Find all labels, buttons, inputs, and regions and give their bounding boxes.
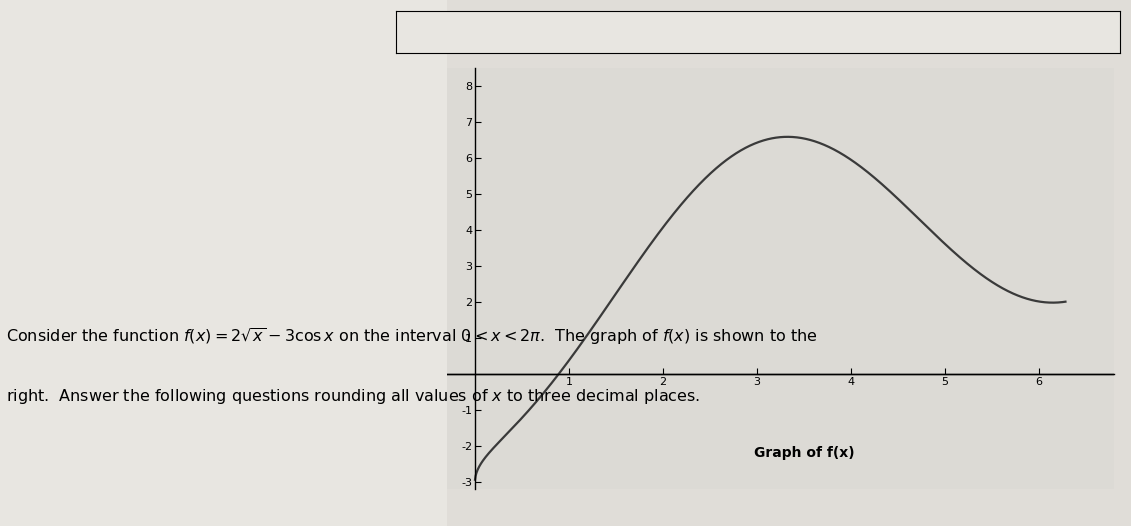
Text: right.  Answer the following questions rounding all values of $x$ to three decim: right. Answer the following questions ro… <box>6 387 700 406</box>
Text: Graph of f(x): Graph of f(x) <box>753 446 854 460</box>
Text: Consider the function $f(x) = 2\sqrt{x} - 3\cos x$ on the interval $0 < x < 2\pi: Consider the function $f(x) = 2\sqrt{x} … <box>6 326 818 347</box>
